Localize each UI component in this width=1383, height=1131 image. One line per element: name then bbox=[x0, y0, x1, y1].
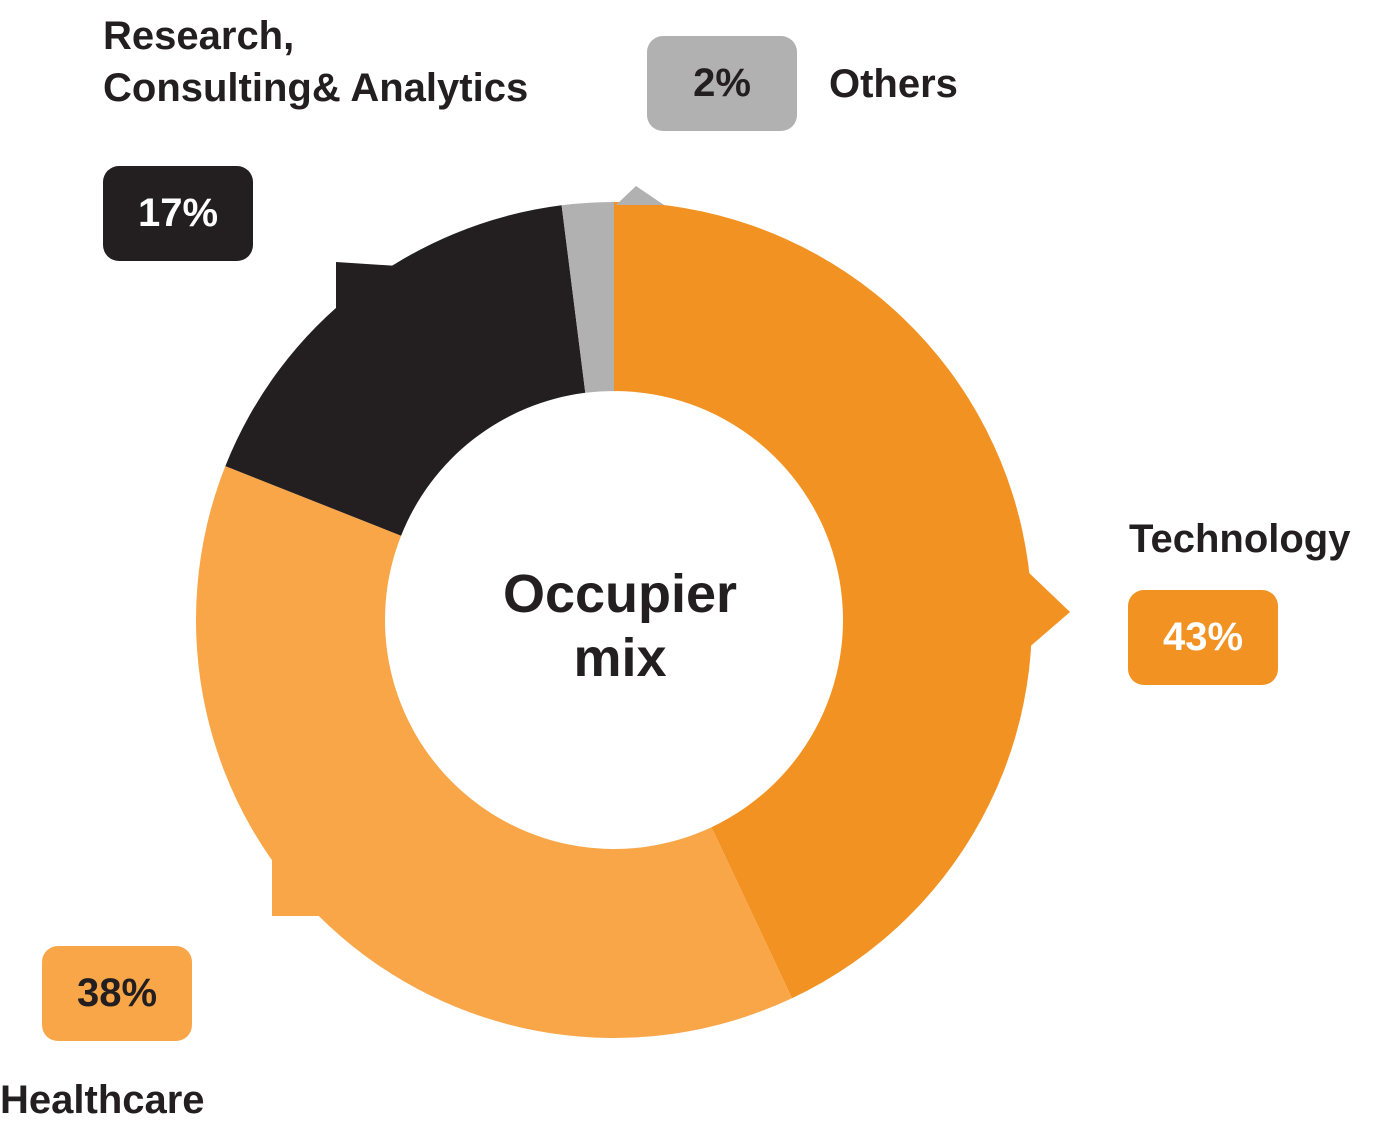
callout-pointer-healthcare bbox=[272, 856, 330, 916]
label-research: Research, Consulting& Analytics bbox=[103, 10, 528, 114]
label-technology: Technology bbox=[1129, 517, 1351, 561]
callout-pointer-others bbox=[616, 186, 664, 205]
donut-slices bbox=[196, 186, 1070, 1039]
label-others: Others bbox=[829, 62, 958, 106]
chart-title-line-1: Occupier bbox=[502, 564, 738, 624]
value-badge-research: 17% bbox=[103, 166, 253, 261]
label-research-line-1: Research, bbox=[103, 14, 295, 58]
value-badge-healthcare: 38% bbox=[42, 946, 192, 1041]
slice-others bbox=[561, 202, 614, 393]
callout-pointer-technology bbox=[1026, 570, 1070, 650]
slice-technology bbox=[614, 202, 1032, 999]
label-research-line-2: Consulting& Analytics bbox=[103, 66, 529, 110]
label-healthcare: Healthcare bbox=[0, 1078, 205, 1122]
slice-healthcare bbox=[196, 466, 792, 1039]
chart-title: Occupier mix bbox=[470, 562, 770, 690]
chart-title-line-2: mix bbox=[573, 628, 667, 688]
value-badge-others: 2% bbox=[647, 36, 797, 131]
slice-research bbox=[225, 205, 586, 536]
value-badge-technology: 43% bbox=[1128, 590, 1278, 685]
callout-pointer-research bbox=[336, 262, 398, 310]
